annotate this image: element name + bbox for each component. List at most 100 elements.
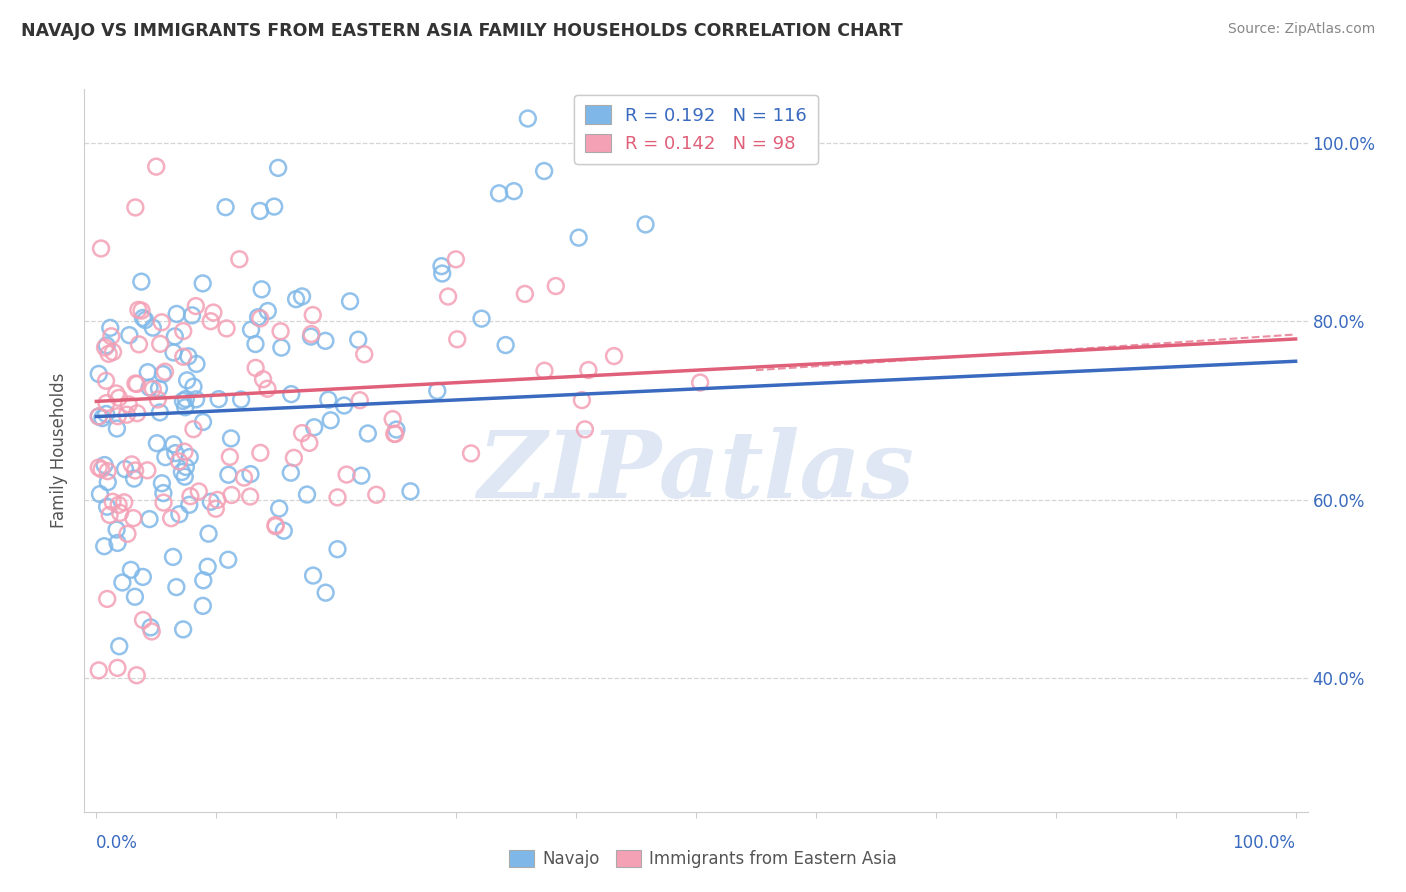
Point (98, 508, 121, 522)
Point (118, 328, 141, 343)
Point (145, 160, 167, 174)
Point (315, 585, 337, 599)
Text: 0.0%: 0.0% (97, 834, 138, 852)
Point (299, 329, 322, 343)
Point (146, 436, 169, 450)
Point (125, 668, 148, 682)
Point (127, 302, 149, 317)
Point (138, 380, 160, 394)
Point (250, 282, 273, 296)
Point (228, 252, 250, 267)
Point (264, 518, 287, 533)
Point (162, 437, 184, 451)
Point (146, 392, 169, 407)
Point (150, 476, 173, 491)
Point (239, 467, 262, 481)
Point (105, 421, 128, 435)
Point (349, 393, 371, 408)
Point (200, 314, 222, 328)
Point (87, 409, 110, 424)
Point (544, 279, 567, 293)
Point (231, 392, 253, 407)
Point (89, 487, 111, 501)
Point (184, 392, 207, 407)
Point (132, 310, 155, 325)
Point (193, 574, 215, 588)
Point (181, 309, 204, 323)
Point (96, 407, 118, 421)
Point (105, 523, 128, 537)
Point (139, 620, 162, 634)
Point (326, 491, 349, 505)
Point (121, 458, 143, 472)
Point (318, 392, 340, 407)
Point (176, 373, 198, 387)
Point (172, 350, 194, 364)
Point (186, 357, 208, 371)
Point (118, 397, 141, 411)
Point (170, 465, 193, 479)
Point (249, 204, 271, 219)
Point (107, 536, 129, 550)
Point (270, 341, 292, 355)
Point (153, 365, 176, 379)
Point (90, 242, 112, 256)
Point (269, 501, 291, 516)
Point (90, 462, 112, 476)
Point (174, 401, 197, 415)
Point (689, 376, 711, 390)
Point (96, 338, 118, 352)
Point (142, 382, 165, 396)
Point (437, 289, 460, 303)
Point (291, 289, 314, 303)
Point (444, 252, 467, 267)
Point (267, 161, 290, 175)
Point (124, 201, 146, 215)
Point (136, 365, 159, 379)
Point (202, 305, 225, 319)
Point (167, 454, 190, 468)
Point (339, 294, 361, 309)
Point (131, 275, 153, 289)
Point (533, 164, 555, 178)
Point (174, 392, 197, 406)
Point (97, 347, 120, 361)
Point (350, 468, 373, 483)
Point (256, 304, 278, 318)
Point (94, 374, 117, 388)
Point (173, 469, 195, 483)
Point (249, 446, 271, 460)
Point (336, 467, 359, 482)
Point (183, 379, 205, 393)
Point (152, 495, 174, 509)
Point (93, 458, 115, 472)
Point (191, 599, 214, 613)
Point (301, 308, 323, 322)
Point (571, 393, 593, 408)
Point (326, 542, 349, 557)
Point (446, 332, 468, 346)
Point (107, 498, 129, 512)
Point (191, 415, 214, 429)
Point (179, 498, 201, 512)
Point (122, 511, 145, 525)
Point (270, 324, 292, 338)
Point (165, 580, 187, 594)
Point (96, 591, 118, 606)
Point (108, 639, 131, 653)
Point (426, 384, 449, 398)
Legend: Navajo, Immigrants from Eastern Asia: Navajo, Immigrants from Eastern Asia (502, 843, 904, 875)
Point (132, 613, 155, 627)
Point (100, 329, 122, 343)
Point (432, 267, 454, 281)
Point (214, 200, 236, 214)
Point (155, 450, 177, 465)
Point (91, 411, 114, 425)
Point (94, 341, 117, 355)
Point (298, 436, 321, 450)
Point (347, 333, 370, 347)
Point (187, 484, 209, 499)
Point (576, 363, 599, 377)
Point (488, 186, 510, 201)
Point (285, 292, 308, 306)
